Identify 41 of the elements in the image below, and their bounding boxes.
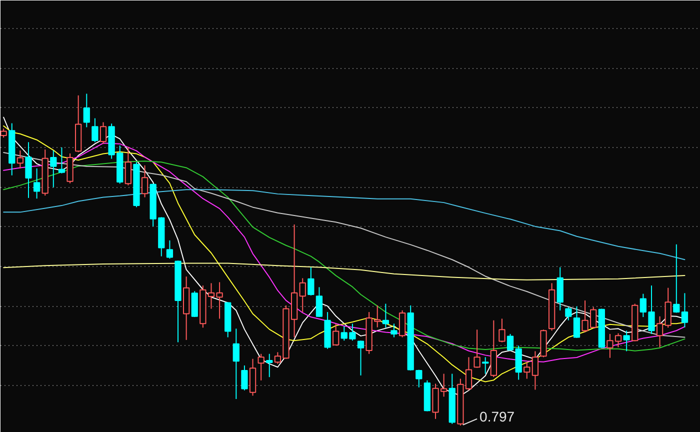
candlestick xyxy=(92,118,98,143)
candlestick xyxy=(33,168,40,200)
candlestick xyxy=(416,369,422,388)
candlestick xyxy=(100,122,107,144)
candlestick xyxy=(382,303,390,328)
candlestick xyxy=(258,353,264,381)
candlestick xyxy=(241,364,248,391)
candlestick xyxy=(398,310,406,338)
candlestick xyxy=(565,306,572,321)
candlestick xyxy=(623,330,630,352)
candlestick xyxy=(16,150,24,169)
candlestick xyxy=(308,266,314,296)
candlestick xyxy=(166,240,174,260)
candlestick xyxy=(664,287,672,328)
candlestick xyxy=(681,292,688,328)
candlestick xyxy=(50,150,57,188)
annotation: 0.797 xyxy=(480,408,515,425)
candlestick xyxy=(141,164,148,198)
candlestick xyxy=(266,353,273,378)
candlestick xyxy=(332,323,340,346)
candlestick xyxy=(498,318,506,343)
candlestick xyxy=(66,152,74,184)
candlestick xyxy=(299,278,306,313)
candlestick xyxy=(124,146,132,186)
candlestick xyxy=(482,356,489,374)
candlestick xyxy=(316,286,323,318)
candlestick xyxy=(58,146,66,174)
candlestick xyxy=(524,362,530,380)
candlestick xyxy=(232,328,240,400)
candlestick xyxy=(532,350,539,390)
candlestick xyxy=(573,306,580,338)
candlestick xyxy=(390,323,398,338)
candlestick xyxy=(83,93,90,128)
candlestick xyxy=(474,329,480,368)
candlestick xyxy=(515,345,522,380)
candlestick xyxy=(25,142,32,198)
candlestick xyxy=(357,340,364,376)
candlestick xyxy=(673,244,680,314)
candlestick xyxy=(191,290,198,318)
candlestick xyxy=(506,333,514,352)
candlestick xyxy=(656,316,664,348)
